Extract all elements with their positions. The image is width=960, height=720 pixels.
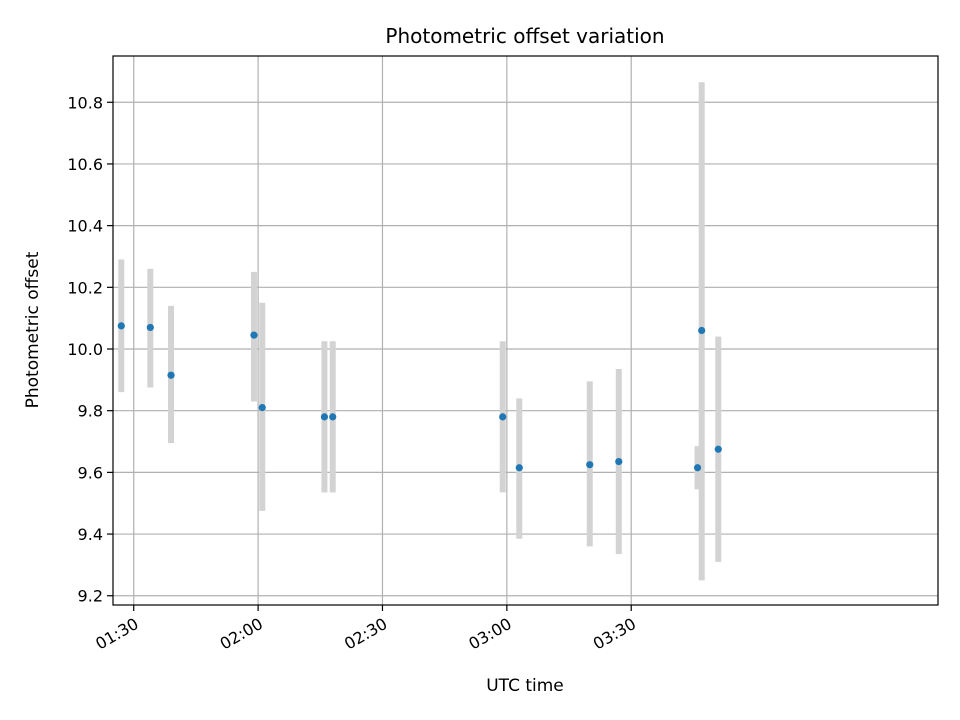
y-tick-label: 9.2 [78,587,103,606]
data-points [117,322,722,472]
y-tick-label: 10.2 [67,278,103,297]
data-point [615,457,623,466]
data-point [146,323,154,332]
data-point [586,461,594,469]
data-point [258,404,266,412]
y-tick-label: 9.4 [78,525,103,544]
x-axis-label: UTC time [486,676,564,696]
y-axis-label: Photometric offset [23,251,43,408]
y-tick-label: 10.6 [67,155,103,174]
y-tick-label: 9.6 [78,463,103,482]
y-tick-label: 10.4 [67,217,103,236]
y-tick-label: 9.8 [78,402,103,421]
data-point [329,413,337,421]
y-tick-label: 10.8 [67,93,103,112]
grid-lines [113,56,938,605]
data-point [320,413,329,421]
data-point [250,331,258,339]
y-tick-label: 10.0 [67,340,103,359]
data-point [499,413,507,421]
data-point [693,464,702,472]
data-point [515,464,523,472]
data-point [698,326,706,335]
data-point [117,322,125,330]
data-point [714,445,722,453]
y-axis-ticks: 9.2 9.4 9.6 9.8 10.0 10.2 10.4 10.6 10.8 [67,93,113,606]
plot-frame [112,55,939,606]
chart-title: Photometric offset variation [385,24,664,48]
data-point [167,371,175,379]
